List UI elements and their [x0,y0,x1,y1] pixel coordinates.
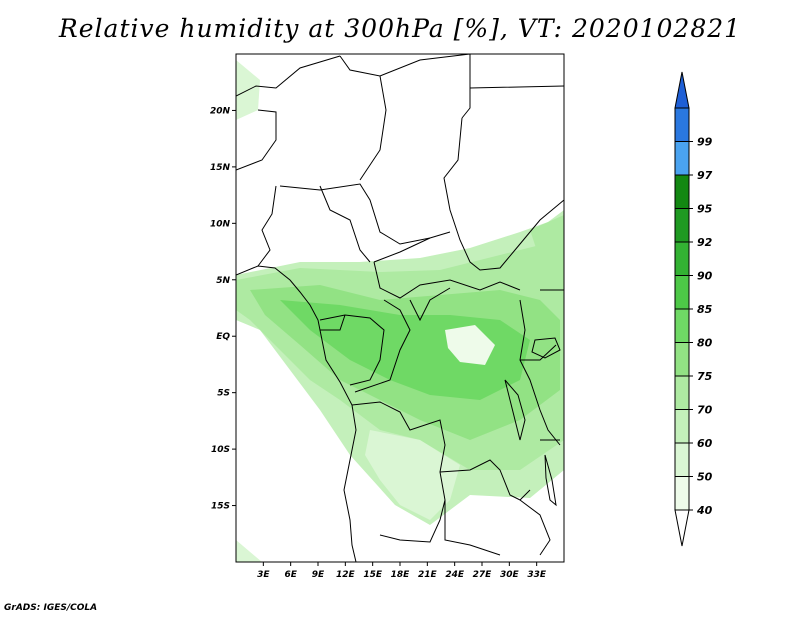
humidity-field-angola [365,430,460,520]
lon-tick-label: 15E [363,570,383,580]
lon-tick-label: 12E [336,570,356,580]
colorbar-segment [675,342,689,376]
lat-tick-label: 5S [217,389,230,399]
colorbar-label: 95 [697,203,713,216]
border-mozambique [519,439,560,556]
colorbar-segment [675,242,689,276]
colorbar-bottom-arrow [674,509,690,547]
border-gabon-congo [319,314,385,386]
colorbar-segment [675,141,689,175]
lon-tick-label: 27E [473,570,493,580]
colorbar-segment [675,275,689,309]
colorbar-label: 92 [697,236,713,249]
lake-victoria [531,337,561,359]
colorbar-segment [675,476,689,510]
colorbar: 40 50 60 70 75 80 85 90 92 95 97 99 [674,71,713,547]
lat-tick-label: 15S [211,502,230,512]
lat-tick-label: 10N [210,219,231,229]
colorbar-label: 80 [697,337,713,350]
border-sahel [236,75,451,245]
lake-malawi [544,454,557,507]
lat-tick-label: 10S [211,445,230,455]
colorbar-outline [674,107,690,511]
colorbar-label: 40 [696,504,713,517]
lake-tanganyika [504,379,526,441]
humidity-field-east [530,215,564,270]
lat-tick-label: 15N [210,163,231,173]
colorbar-label: 90 [697,270,713,283]
colorbar-segment [675,309,689,343]
cameroon-border [257,185,371,267]
lon-tick-label: 3E [257,570,270,580]
lat-tick-label: 20N [210,106,231,116]
humidity-field-core [280,300,530,400]
lon-tick-label: 6E [284,570,297,580]
colorbar-label: 75 [697,370,713,383]
colorbar-segment [675,409,689,443]
border-drc [354,287,451,393]
border-car [373,237,521,299]
lat-tick-label: 5N [216,276,230,286]
colorbar-label: 70 [697,404,713,417]
lon-tick-label: 33E [527,570,547,580]
colorbar-segment [675,443,689,477]
colorbar-label: 50 [697,471,713,484]
lon-tick-label: 24E [445,570,465,580]
grads-credit: GrADS: IGES/COLA [4,603,98,613]
border-sudan [443,54,564,271]
colorbar-label: 97 [697,169,713,182]
lon-tick-label: 21E [418,570,438,580]
lon-tick-label: 30E [500,570,520,580]
colorbar-label: 99 [697,136,713,149]
coastlines-borders [236,54,564,562]
colorbar-top-arrow [674,71,690,109]
border-angola [351,401,446,543]
colorbar-segment [675,175,689,209]
coastline-west [236,265,357,562]
longitude-axis: 3E 6E 9E 12E 15E 18E 21E 24E 27E 30E 33E [257,562,547,580]
colorbar-segment [675,108,689,142]
border-east [519,289,564,446]
colorbar-segment [675,376,689,410]
colorbar-segment [675,208,689,242]
colorbar-label: 85 [697,303,713,316]
lon-tick-label: 9E [312,570,325,580]
lon-tick-label: 18E [391,570,411,580]
latitude-axis: 20N 15N 10N 5N EQ 5S 10S 15S [210,106,236,512]
border-north [236,54,471,119]
lat-tick-label: EQ [216,332,230,342]
humidity-field-southwest [236,540,262,562]
humidity-field-dry-patch [445,325,495,365]
map-title: Relative humidity at 300hPa [%], VT: 202… [58,14,742,43]
colorbar-label: 60 [697,437,713,450]
